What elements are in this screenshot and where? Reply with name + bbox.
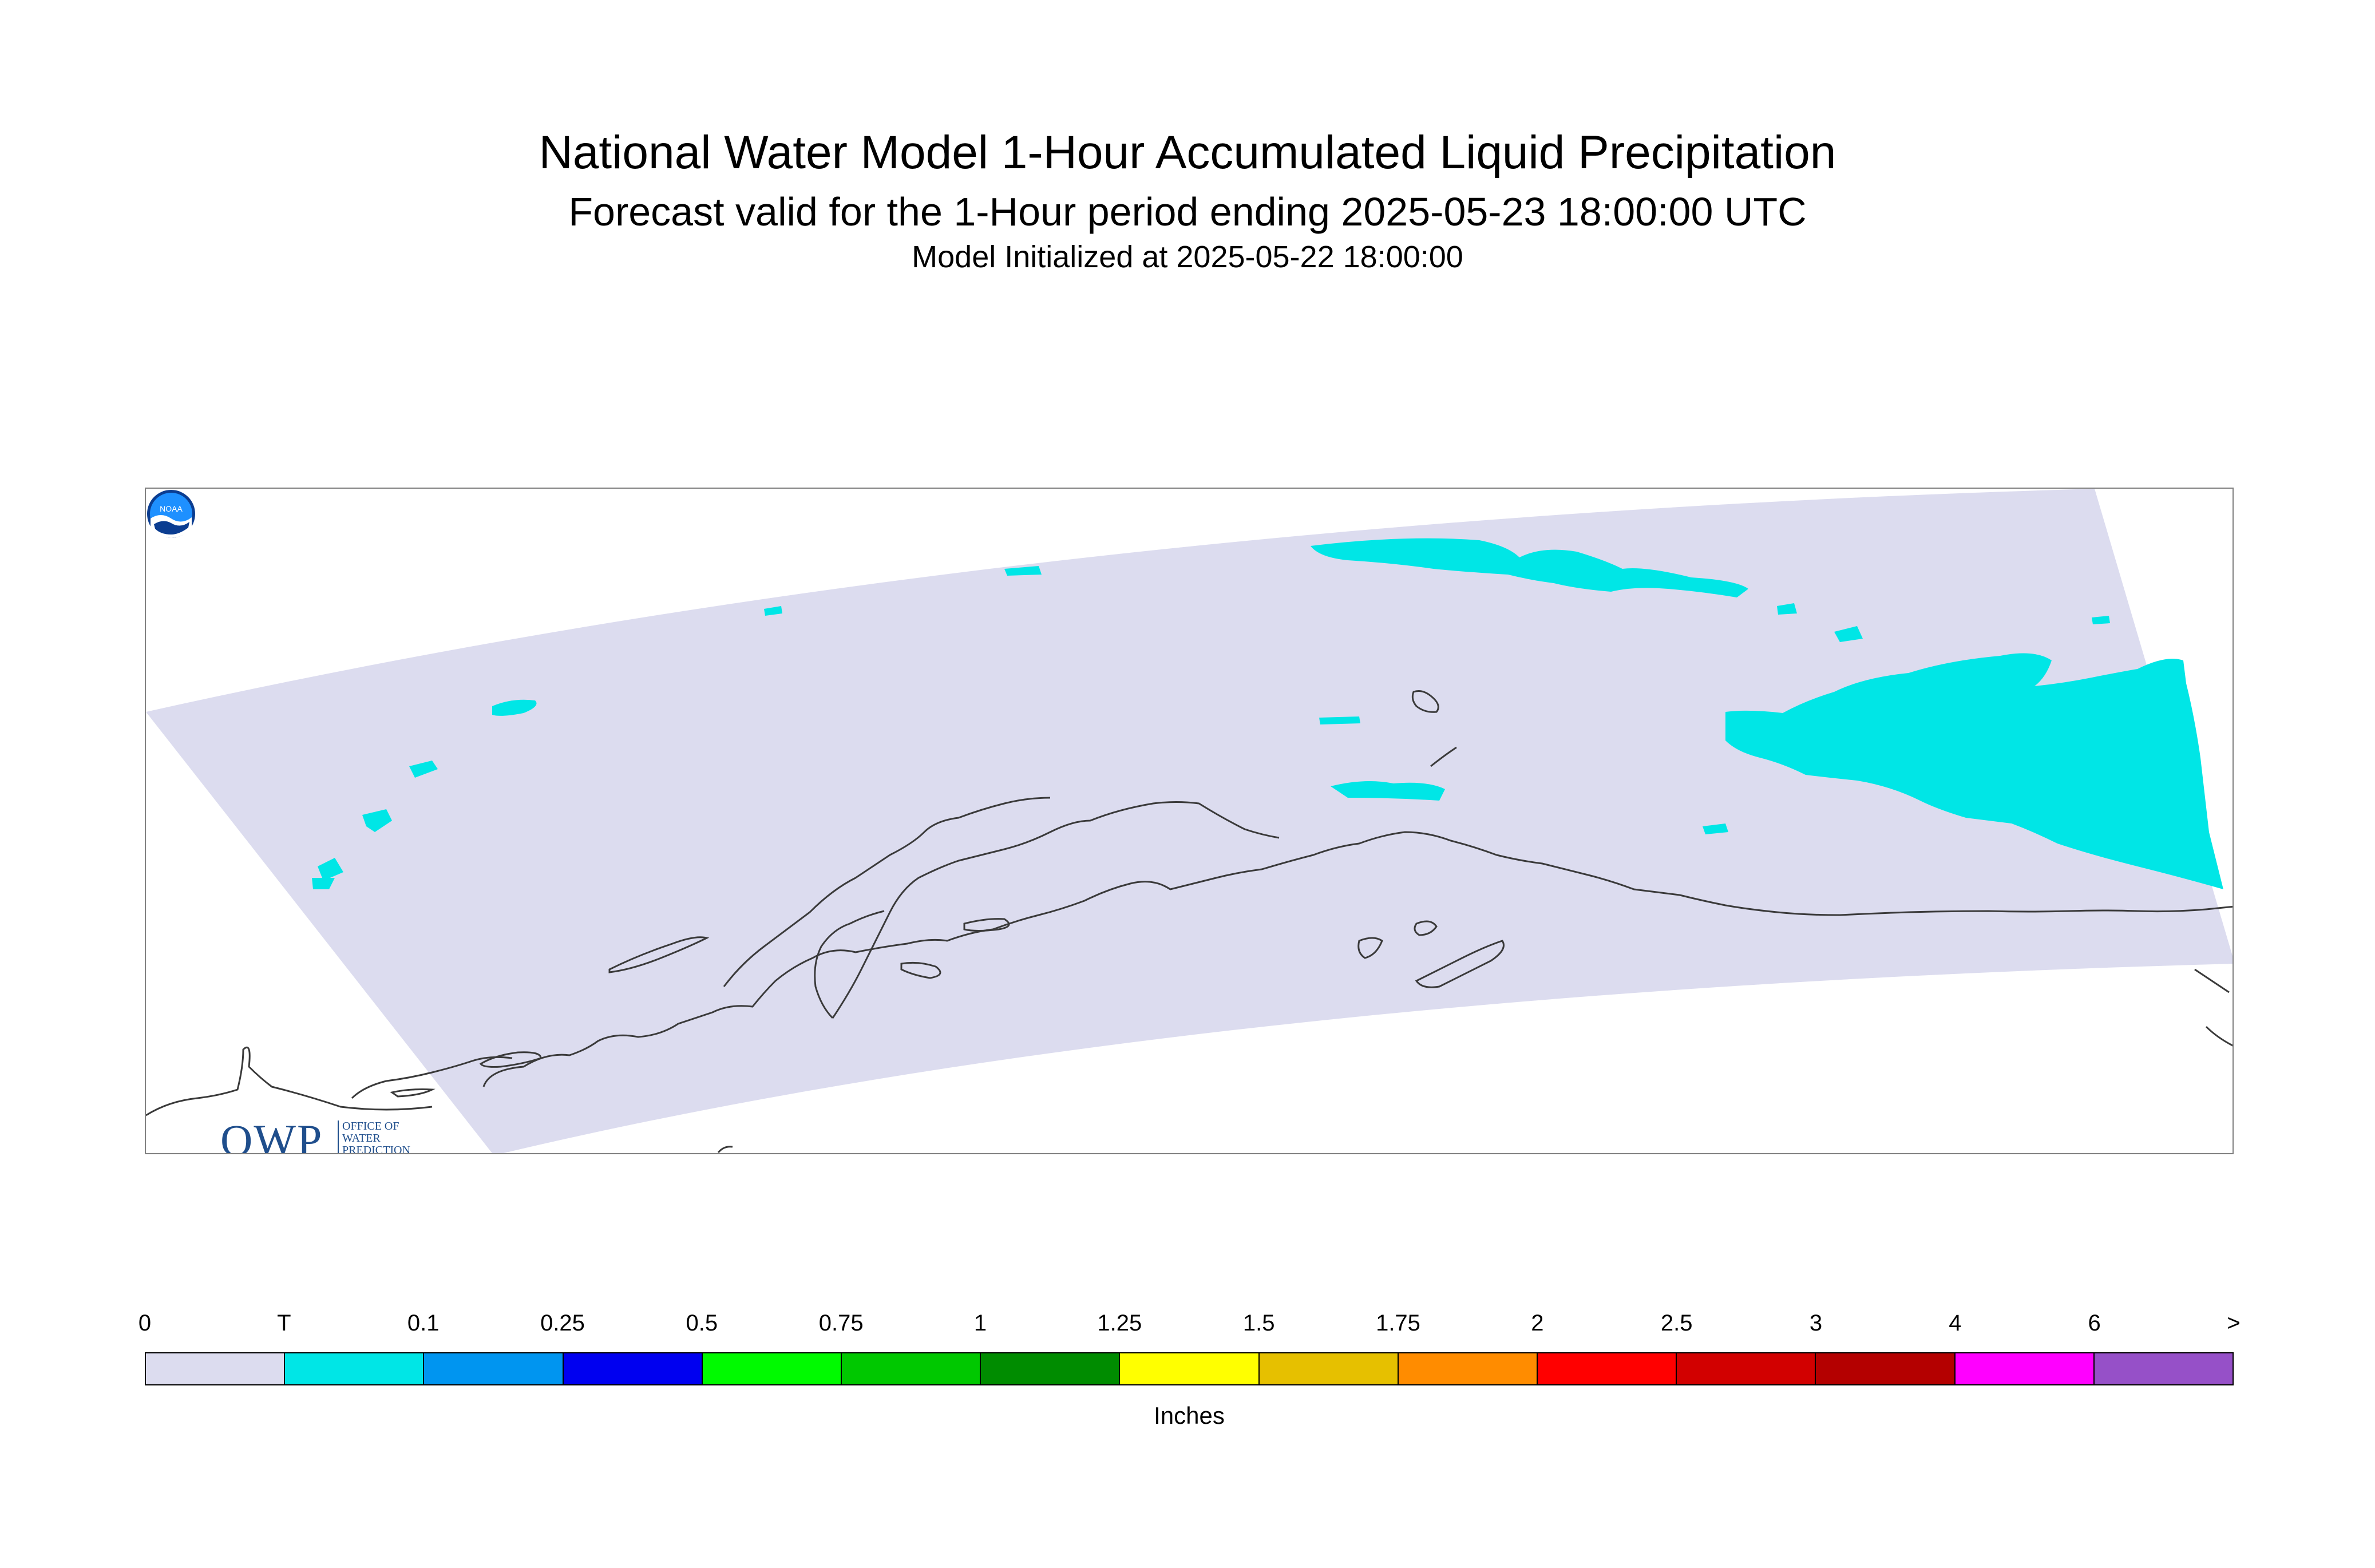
precip-cell — [409, 761, 438, 778]
coastlines — [146, 690, 2232, 1153]
precip-cell — [2092, 616, 2110, 624]
legend-swatch — [702, 1353, 842, 1384]
legend-tick-label: 0.5 — [686, 1310, 718, 1336]
precip-cell — [312, 878, 335, 889]
precip-cell — [362, 809, 392, 832]
precip-cell — [1331, 781, 1445, 801]
island-outline — [608, 936, 710, 973]
legend-swatch — [285, 1353, 425, 1384]
legend-swatch — [146, 1353, 286, 1384]
legend-tick-label: 1.5 — [1242, 1310, 1275, 1336]
precip-cell — [1004, 566, 1042, 576]
legend-swatch — [1120, 1353, 1260, 1384]
coastline-southwest-2 — [351, 1056, 513, 1099]
island-outline — [717, 1146, 733, 1153]
owp-logo-letters: OWP — [220, 1115, 323, 1154]
legend-tick-label: 0 — [138, 1310, 152, 1336]
legend-tick-label: 0.75 — [818, 1310, 864, 1336]
legend-swatch — [842, 1353, 981, 1384]
legend-tick-label: 1 — [973, 1310, 987, 1336]
legend-tick-label: 2 — [1531, 1310, 1544, 1336]
island-outline — [1415, 940, 1505, 988]
coastline-mainland — [482, 831, 2232, 1087]
legend-swatch — [1259, 1353, 1399, 1384]
legend: 0 T 0.1 0.25 0.5 0.75 1 1.25 1.5 1.75 2 2.5 3 4 6 > Inc… — [138, 1310, 2241, 1454]
legend-tick-label: > — [2227, 1310, 2241, 1336]
legend-tick-label: 1.75 — [1376, 1310, 1420, 1336]
legend-colorbar — [145, 1352, 2234, 1385]
owp-logo-line-2: WATER — [342, 1132, 381, 1145]
legend-tick-label: 0.1 — [407, 1310, 440, 1336]
model-domain — [146, 489, 2232, 1153]
owp-logo-subtitle: OFFICE OF WATER PREDICTION — [338, 1120, 428, 1154]
legend-swatch — [424, 1353, 564, 1384]
precip-cell — [1834, 626, 1863, 642]
island-outline — [1414, 920, 1438, 936]
legend-swatch — [1955, 1353, 2095, 1384]
legend-swatch — [1677, 1353, 1816, 1384]
island-outline — [900, 961, 941, 979]
noaa-logo-icon: NOAA — [147, 490, 195, 538]
legend-tick-label: T — [277, 1310, 291, 1336]
legend-swatch — [981, 1353, 1121, 1384]
precip-cell — [1319, 716, 1360, 724]
precip-cell — [764, 606, 782, 616]
legend-swatch — [1816, 1353, 1956, 1384]
legend-swatch — [1398, 1353, 1538, 1384]
coastline-southeast — [2194, 968, 2232, 1047]
island-outline — [390, 1088, 436, 1098]
coastline-inlet-west — [814, 910, 885, 1019]
map-panel: OWP OFFICE OF WATER PREDICTION NOAA — [145, 488, 2234, 1154]
precip-cell — [318, 858, 343, 881]
legend-tick-label: 1.25 — [1097, 1310, 1142, 1336]
legend-tick-label: 4 — [1949, 1310, 1962, 1336]
lake-outline — [1430, 746, 1457, 767]
lake-outline — [1411, 690, 1439, 713]
island-outline — [479, 1051, 542, 1068]
precip-trace-areas — [312, 538, 2223, 889]
owp-logo: OWP OFFICE OF WATER PREDICTION — [220, 1108, 428, 1154]
precip-cell — [492, 699, 537, 716]
legend-tick-label: 2.5 — [1660, 1310, 1693, 1336]
owp-logo-line-3: PREDICTION — [342, 1144, 410, 1154]
legend-swatch — [1538, 1353, 1677, 1384]
precip-cell — [1311, 538, 1748, 597]
island-outline — [963, 918, 1010, 932]
legend-tick-label: 0.25 — [540, 1310, 585, 1336]
forecast-valid-subtitle: Forecast valid for the 1-Hour period end… — [568, 189, 1807, 234]
model-init-subtitle: Model Initialized at 2025-05-22 18:00:00 — [912, 240, 1463, 274]
map-title: National Water Model 1-Hour Accumulated … — [539, 126, 1836, 179]
legend-tick-label: 6 — [2088, 1310, 2101, 1336]
legend-units-label: Inches — [1154, 1402, 1225, 1429]
legend-swatch — [2094, 1353, 2233, 1384]
noaa-logo-text: NOAA — [160, 504, 183, 513]
map-svg — [146, 489, 2232, 1153]
coastline-southwest — [146, 1046, 433, 1116]
owp-logo-line-1: OFFICE OF — [342, 1120, 399, 1133]
legend-swatch — [563, 1353, 703, 1384]
coastline-inlet — [832, 801, 1280, 1019]
coastline-west — [723, 797, 1051, 987]
precip-cell — [1703, 823, 1728, 834]
precip-cell — [1725, 653, 2223, 889]
island-outline — [1357, 937, 1383, 959]
precip-cell — [1777, 603, 1797, 615]
legend-tick-label: 3 — [1809, 1310, 1823, 1336]
